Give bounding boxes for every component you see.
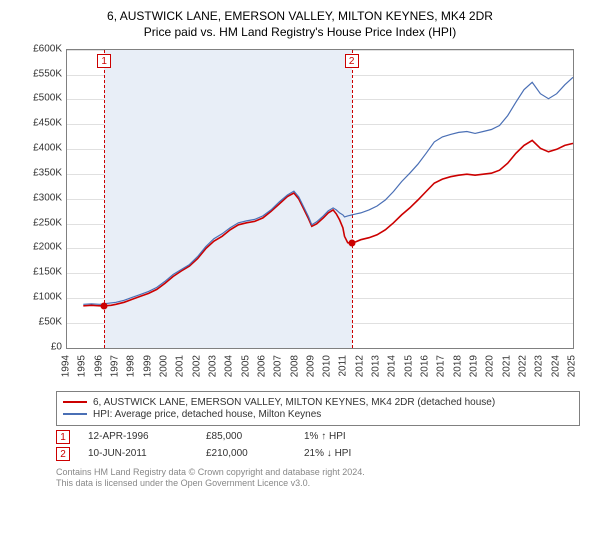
x-tick-label: 2008 (289, 355, 300, 377)
event-hpi: 21% ↓ HPI (304, 448, 384, 459)
event-date: 12-APR-1996 (88, 431, 188, 442)
legend-swatch (63, 413, 87, 415)
y-tick-label: £450K (20, 118, 62, 129)
footnote: Contains HM Land Registry data © Crown c… (56, 467, 580, 490)
x-tick-label: 2000 (158, 355, 169, 377)
chart-title-line2: Price paid vs. HM Land Registry's House … (10, 25, 590, 39)
event-row: 1 12-APR-1996 £85,000 1% ↑ HPI (56, 430, 580, 444)
y-tick-label: £0 (20, 341, 62, 352)
x-tick-label: 2018 (452, 355, 463, 377)
y-tick-label: £250K (20, 217, 62, 228)
x-tick-label: 2020 (485, 355, 496, 377)
event-date: 10-JUN-2011 (88, 448, 188, 459)
legend-item: HPI: Average price, detached house, Milt… (63, 409, 573, 420)
x-tick-label: 2004 (224, 355, 235, 377)
footnote-line2: This data is licensed under the Open Gov… (56, 478, 580, 490)
x-tick-label: 2017 (436, 355, 447, 377)
chart: £0 £50K £100K £150K £200K £250K £300K £350K £400… (20, 45, 580, 385)
series-hpi (83, 77, 573, 304)
x-tick-label: 2002 (191, 355, 202, 377)
event-marker: 2 (56, 447, 70, 461)
y-tick-label: £550K (20, 68, 62, 79)
x-tick-label: 2024 (550, 355, 561, 377)
x-tick-label: 2010 (322, 355, 333, 377)
chart-lines (67, 50, 573, 348)
x-tick-label: 2023 (534, 355, 545, 377)
y-tick-label: £50K (20, 316, 62, 327)
x-tick-label: 1999 (142, 355, 153, 377)
x-tick-label: 2009 (305, 355, 316, 377)
x-tick-label: 1997 (109, 355, 120, 377)
x-tick-label: 2015 (403, 355, 414, 377)
event-hpi: 1% ↑ HPI (304, 431, 384, 442)
x-tick-label: 2003 (207, 355, 218, 377)
y-tick-label: £350K (20, 167, 62, 178)
sale-dot-2 (348, 240, 355, 247)
sale-marker-2: 2 (345, 54, 359, 68)
sale-marker-1: 1 (97, 54, 111, 68)
x-tick-label: 2022 (518, 355, 529, 377)
x-tick-label: 2006 (256, 355, 267, 377)
x-tick-label: 2001 (175, 355, 186, 377)
y-tick-label: £150K (20, 267, 62, 278)
y-tick-label: £100K (20, 292, 62, 303)
plot-area: 12 (66, 49, 574, 349)
x-tick-label: 2005 (240, 355, 251, 377)
x-tick-label: 1998 (126, 355, 137, 377)
x-tick-label: 1996 (93, 355, 104, 377)
legend-swatch (63, 401, 87, 403)
x-tick-label: 2016 (420, 355, 431, 377)
legend-label: 6, AUSTWICK LANE, EMERSON VALLEY, MILTON… (93, 397, 495, 408)
x-tick-label: 2012 (354, 355, 365, 377)
x-tick-label: 2007 (273, 355, 284, 377)
x-tick-label: 1995 (77, 355, 88, 377)
y-tick-label: £200K (20, 242, 62, 253)
chart-title-line1: 6, AUSTWICK LANE, EMERSON VALLEY, MILTON… (10, 8, 590, 25)
x-tick-label: 2014 (387, 355, 398, 377)
x-tick-label: 1994 (61, 355, 72, 377)
y-tick-label: £400K (20, 143, 62, 154)
event-row: 2 10-JUN-2011 £210,000 21% ↓ HPI (56, 447, 580, 461)
x-tick-label: 2021 (501, 355, 512, 377)
y-tick-label: £500K (20, 93, 62, 104)
legend-label: HPI: Average price, detached house, Milt… (93, 409, 321, 420)
sale-events: 1 12-APR-1996 £85,000 1% ↑ HPI 2 10-JUN-2011 £… (56, 430, 580, 461)
y-tick-label: £300K (20, 192, 62, 203)
y-tick-label: £600K (20, 43, 62, 54)
legend-item: 6, AUSTWICK LANE, EMERSON VALLEY, MILTON… (63, 397, 573, 408)
x-tick-label: 2013 (371, 355, 382, 377)
event-price: £210,000 (206, 448, 286, 459)
event-marker: 1 (56, 430, 70, 444)
x-tick-label: 2025 (567, 355, 578, 377)
footnote-line1: Contains HM Land Registry data © Crown c… (56, 467, 580, 479)
series-price_paid (83, 140, 573, 305)
sale-dot-1 (101, 302, 108, 309)
x-tick-label: 2011 (338, 355, 349, 377)
x-tick-label: 2019 (469, 355, 480, 377)
legend: 6, AUSTWICK LANE, EMERSON VALLEY, MILTON… (56, 391, 580, 426)
event-price: £85,000 (206, 431, 286, 442)
